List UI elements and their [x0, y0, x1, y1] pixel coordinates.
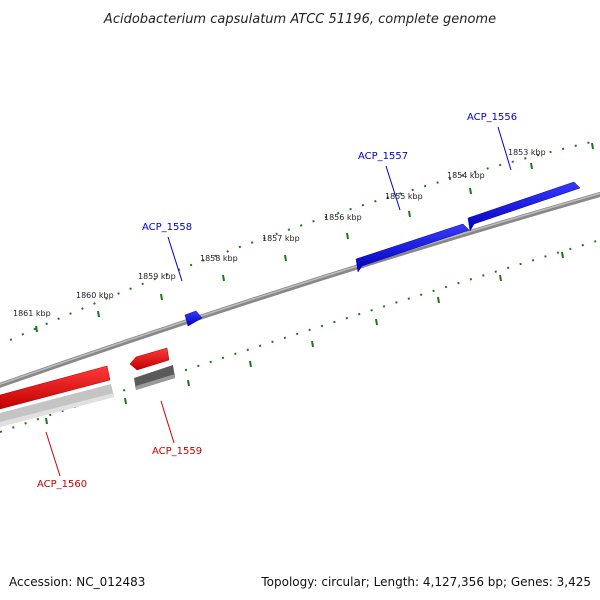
inner-major-ticks	[45, 251, 564, 425]
gene-label-acp-1558: ACP_1558	[142, 222, 192, 233]
leader-acp-1560	[45, 431, 61, 477]
leader-acp-1556	[497, 126, 512, 171]
gene-label-acp-1560: ACP_1560	[37, 479, 87, 490]
tick-label-1858: 1858 kbp	[200, 254, 238, 263]
tick-label-1855: 1855 kbp	[385, 192, 423, 201]
genome-backbone	[0, 191, 600, 388]
gene-acp-1560[interactable]	[0, 365, 111, 410]
gene-label-acp-1559: ACP_1559	[152, 446, 202, 457]
gene-acp-1556[interactable]	[467, 181, 581, 232]
tick-label-1857: 1857 kbp	[262, 234, 300, 243]
gene-acp-1557[interactable]	[355, 223, 470, 273]
tick-label-1860: 1860 kbp	[76, 291, 114, 300]
gray-gene-small-shade	[136, 374, 175, 390]
tick-label-1861: 1861 kbp	[13, 309, 51, 318]
leader-acp-1558	[167, 236, 183, 282]
tick-label-1854: 1854 kbp	[447, 171, 485, 180]
gene-acp-1559[interactable]	[129, 347, 170, 371]
tick-label-1859: 1859 kbp	[138, 272, 176, 281]
tick-label-1856: 1856 kbp	[324, 213, 362, 222]
genome-backbone-highlight	[0, 192, 600, 386]
gene-label-acp-1556: ACP_1556	[467, 112, 517, 123]
outer-major-ticks	[35, 142, 594, 333]
light-gray-gene-shade	[0, 393, 114, 427]
map-title: Acidobacterium capsulatum ATCC 51196, co…	[103, 12, 496, 27]
outer-tick-ring	[9, 139, 600, 341]
gene-label-acp-1557: ACP_1557	[358, 151, 408, 162]
tick-label-1853: 1853 kbp	[508, 148, 546, 157]
leader-acp-1559	[160, 400, 175, 444]
accession-text: Accession: NC_012483	[9, 575, 145, 589]
leader-acp-1557	[385, 165, 401, 211]
gene-acp-1558[interactable]	[184, 310, 203, 327]
topology-text: Topology: circular; Length: 4,127,356 bp…	[260, 575, 591, 589]
